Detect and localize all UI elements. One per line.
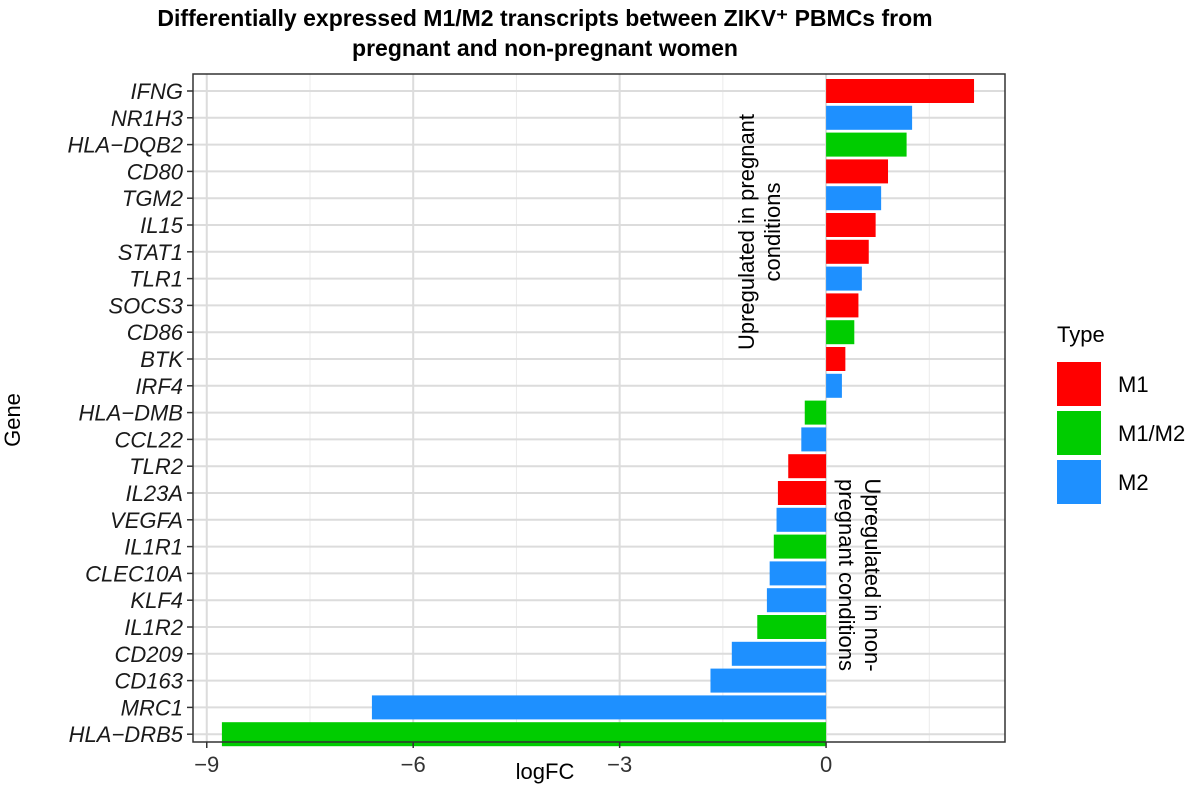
bar-ifng — [826, 79, 975, 103]
bar-cd209 — [731, 641, 827, 666]
bar-vegfa — [776, 507, 827, 532]
gene-label: CD163 — [115, 669, 184, 694]
bar-tgm2 — [826, 186, 882, 211]
gene-label: TGM2 — [122, 186, 183, 211]
legend-swatch-m1 — [1057, 362, 1101, 406]
bar-cd86 — [826, 320, 855, 345]
gene-label: IRF4 — [135, 374, 183, 399]
gene-labels: IFNGNR1H3HLA−DQB2CD80TGM2IL15STAT1TLR1SO… — [67, 79, 193, 747]
gene-label: TLR1 — [129, 267, 183, 292]
bar-il1r2 — [757, 615, 827, 639]
annotation-pregnant-line1: Upregulated in pregnant — [734, 114, 759, 350]
bar-tlr2 — [788, 454, 827, 479]
gene-label: TLR2 — [129, 454, 183, 479]
gene-label: VEGFA — [110, 508, 183, 533]
legend-title: Type — [1057, 322, 1105, 347]
bar-klf4 — [766, 588, 827, 613]
gene-label: HLA−DQB2 — [67, 133, 183, 158]
bar-tlr1 — [826, 266, 862, 291]
gene-label: MRC1 — [121, 695, 183, 720]
bar-hla-dqb2 — [826, 132, 907, 157]
y-axis-title: Gene — [0, 393, 25, 447]
x-tick-labels: −9 −6 −3 0 — [194, 742, 832, 777]
gene-label: CD209 — [115, 642, 183, 667]
legend-label-m2: M2 — [1118, 470, 1149, 495]
x-tick-label: −3 — [607, 752, 632, 777]
legend-swatch-m2 — [1057, 460, 1101, 504]
gene-label: HLA−DMB — [78, 401, 183, 426]
gene-label: IL1R2 — [124, 615, 183, 640]
gene-label: CLEC10A — [85, 561, 183, 586]
gene-label: SOCS3 — [108, 293, 183, 318]
bar-cd80 — [826, 159, 889, 184]
gene-label: CCL22 — [115, 427, 183, 452]
bar-irf4 — [826, 373, 842, 398]
bar-ccl22 — [801, 427, 827, 452]
annotation-pregnant: Upregulated in pregnant conditions — [734, 114, 785, 350]
gene-label: HLA−DRB5 — [69, 722, 184, 747]
bar-nr1h3 — [826, 105, 913, 130]
plot-panel-border — [192, 73, 1006, 743]
chart-title-line1: Differentially expressed M1/M2 transcrip… — [157, 5, 932, 31]
annotation-nonpregnant-line2: pregnant conditions — [834, 479, 859, 671]
legend-swatch-m1m2 — [1057, 411, 1101, 455]
gene-label: BTK — [140, 347, 184, 372]
x-axis-title: logFC — [516, 759, 575, 784]
bar-socs3 — [826, 293, 859, 318]
gene-label: NR1H3 — [111, 106, 184, 131]
x-tick-label: 0 — [820, 752, 832, 777]
legend-label-m1m2: M1/M2 — [1118, 421, 1185, 446]
x-tick-label: −6 — [401, 752, 426, 777]
gene-label: CD86 — [127, 320, 184, 345]
bar-clec10a — [769, 561, 827, 586]
gene-label: CD80 — [127, 159, 184, 184]
bar-hla-dmb — [804, 400, 827, 425]
gene-label: STAT1 — [118, 240, 183, 265]
bar-il1r1 — [773, 534, 827, 559]
gene-label: IL15 — [140, 213, 184, 238]
x-tick-label: −9 — [194, 752, 219, 777]
bar-stat1 — [826, 239, 869, 264]
legend: Type M1 M1/M2 M2 — [1057, 322, 1185, 504]
bar-mrc1 — [371, 695, 827, 720]
annotation-pregnant-line2: conditions — [760, 182, 785, 281]
annotation-nonpregnant: Upregulated in non- pregnant conditions — [834, 478, 885, 671]
bar-il15 — [826, 213, 876, 237]
bar-cd163 — [710, 668, 827, 693]
bar-il23a — [777, 481, 827, 505]
gene-label: IFNG — [130, 79, 183, 104]
gene-label: IL23A — [126, 481, 184, 506]
legend-label-m1: M1 — [1118, 372, 1149, 397]
chart-title-line2: pregnant and non-pregnant women — [352, 35, 738, 61]
gene-label: IL1R1 — [124, 535, 183, 560]
gene-label: KLF4 — [130, 588, 183, 613]
bar-btk — [826, 347, 846, 371]
annotation-nonpregnant-line1: Upregulated in non- — [860, 478, 885, 671]
